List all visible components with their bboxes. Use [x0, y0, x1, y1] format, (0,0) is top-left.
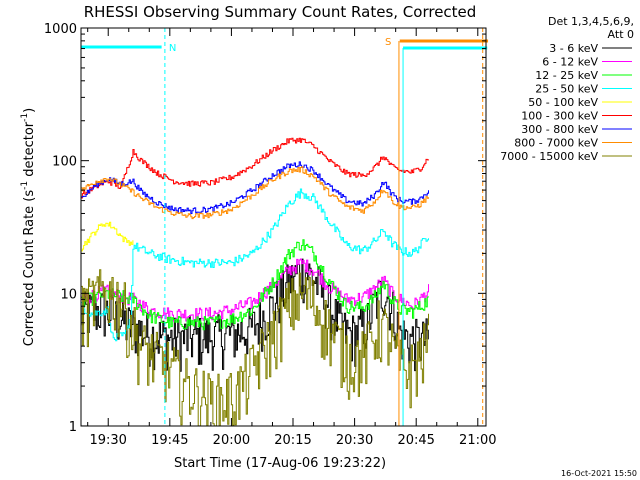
legend-header-line-2: Att 0 — [608, 28, 634, 41]
legend-entry-label: 300 - 800 keV — [521, 123, 598, 136]
series-line-8 — [81, 166, 429, 220]
x-tick-label: 20:15 — [274, 433, 311, 448]
series-line-1 — [81, 258, 429, 372]
series-line-5 — [81, 221, 134, 252]
x-tick-label: 19:30 — [89, 433, 126, 448]
legend-entry-label: 25 - 50 keV — [535, 83, 598, 96]
series-line-7 — [81, 161, 429, 214]
series-line-3 — [81, 239, 429, 331]
footer-timestamp: 16-Oct-2021 15:50 — [561, 469, 637, 478]
y-axis-label-main: Corrected Count Rate (s — [22, 190, 37, 347]
legend-entry-label: 800 - 7000 keV — [514, 137, 598, 150]
y-tick-label: 10 — [60, 287, 77, 302]
x-tick-label: 20:45 — [397, 433, 434, 448]
chart-title: RHESSI Observing Summary Count Rates, Co… — [84, 3, 477, 21]
series-line-6 — [81, 137, 429, 199]
legend-entry-label: 6 - 12 keV — [542, 56, 598, 69]
x-axis-label: Start Time (17-Aug-06 19:23:22) — [174, 456, 386, 471]
legend-entry-label: 12 - 25 keV — [535, 69, 598, 82]
series-line-4 — [81, 188, 429, 342]
tick-group: 1 10 100 1000 19:30 19:45 20:00 20:15 20:30 20:45… — [44, 22, 497, 448]
x-tick-label: 20:00 — [213, 433, 250, 448]
x-tick-label: 19:45 — [151, 433, 188, 448]
legend-entry-label: 50 - 100 keV — [528, 96, 598, 109]
y-axis-label-end: ) — [22, 108, 37, 113]
legend-header-line-1: Det 1,3,4,5,6,9, — [548, 15, 634, 28]
x-tick-label: 21:00 — [459, 433, 496, 448]
series-line-9 — [81, 269, 429, 426]
x-tick-label: 20:30 — [336, 433, 373, 448]
plot-frame — [80, 27, 487, 427]
y-axis-label-mid: detector — [22, 121, 37, 181]
y-tick-label: 1000 — [44, 22, 77, 37]
series-group — [81, 137, 429, 426]
y-axis-label-sup1: -1 — [20, 181, 30, 190]
legend-entry-label: 7000 - 15000 keV — [500, 150, 598, 163]
y-tick-label: 100 — [52, 155, 77, 170]
y-axis-label: Corrected Count Rate (s-1 detector-1) — [20, 108, 37, 346]
y-axis-label-sup2: -1 — [20, 113, 30, 122]
y-tick-label: 1 — [69, 420, 77, 435]
legend-entry-label: 100 - 300 keV — [521, 110, 598, 123]
legend-entry-label: 3 - 6 keV — [549, 42, 598, 55]
night-label: N — [169, 43, 176, 54]
saa-label: S — [385, 37, 391, 48]
annotation-group: NS — [81, 28, 489, 426]
